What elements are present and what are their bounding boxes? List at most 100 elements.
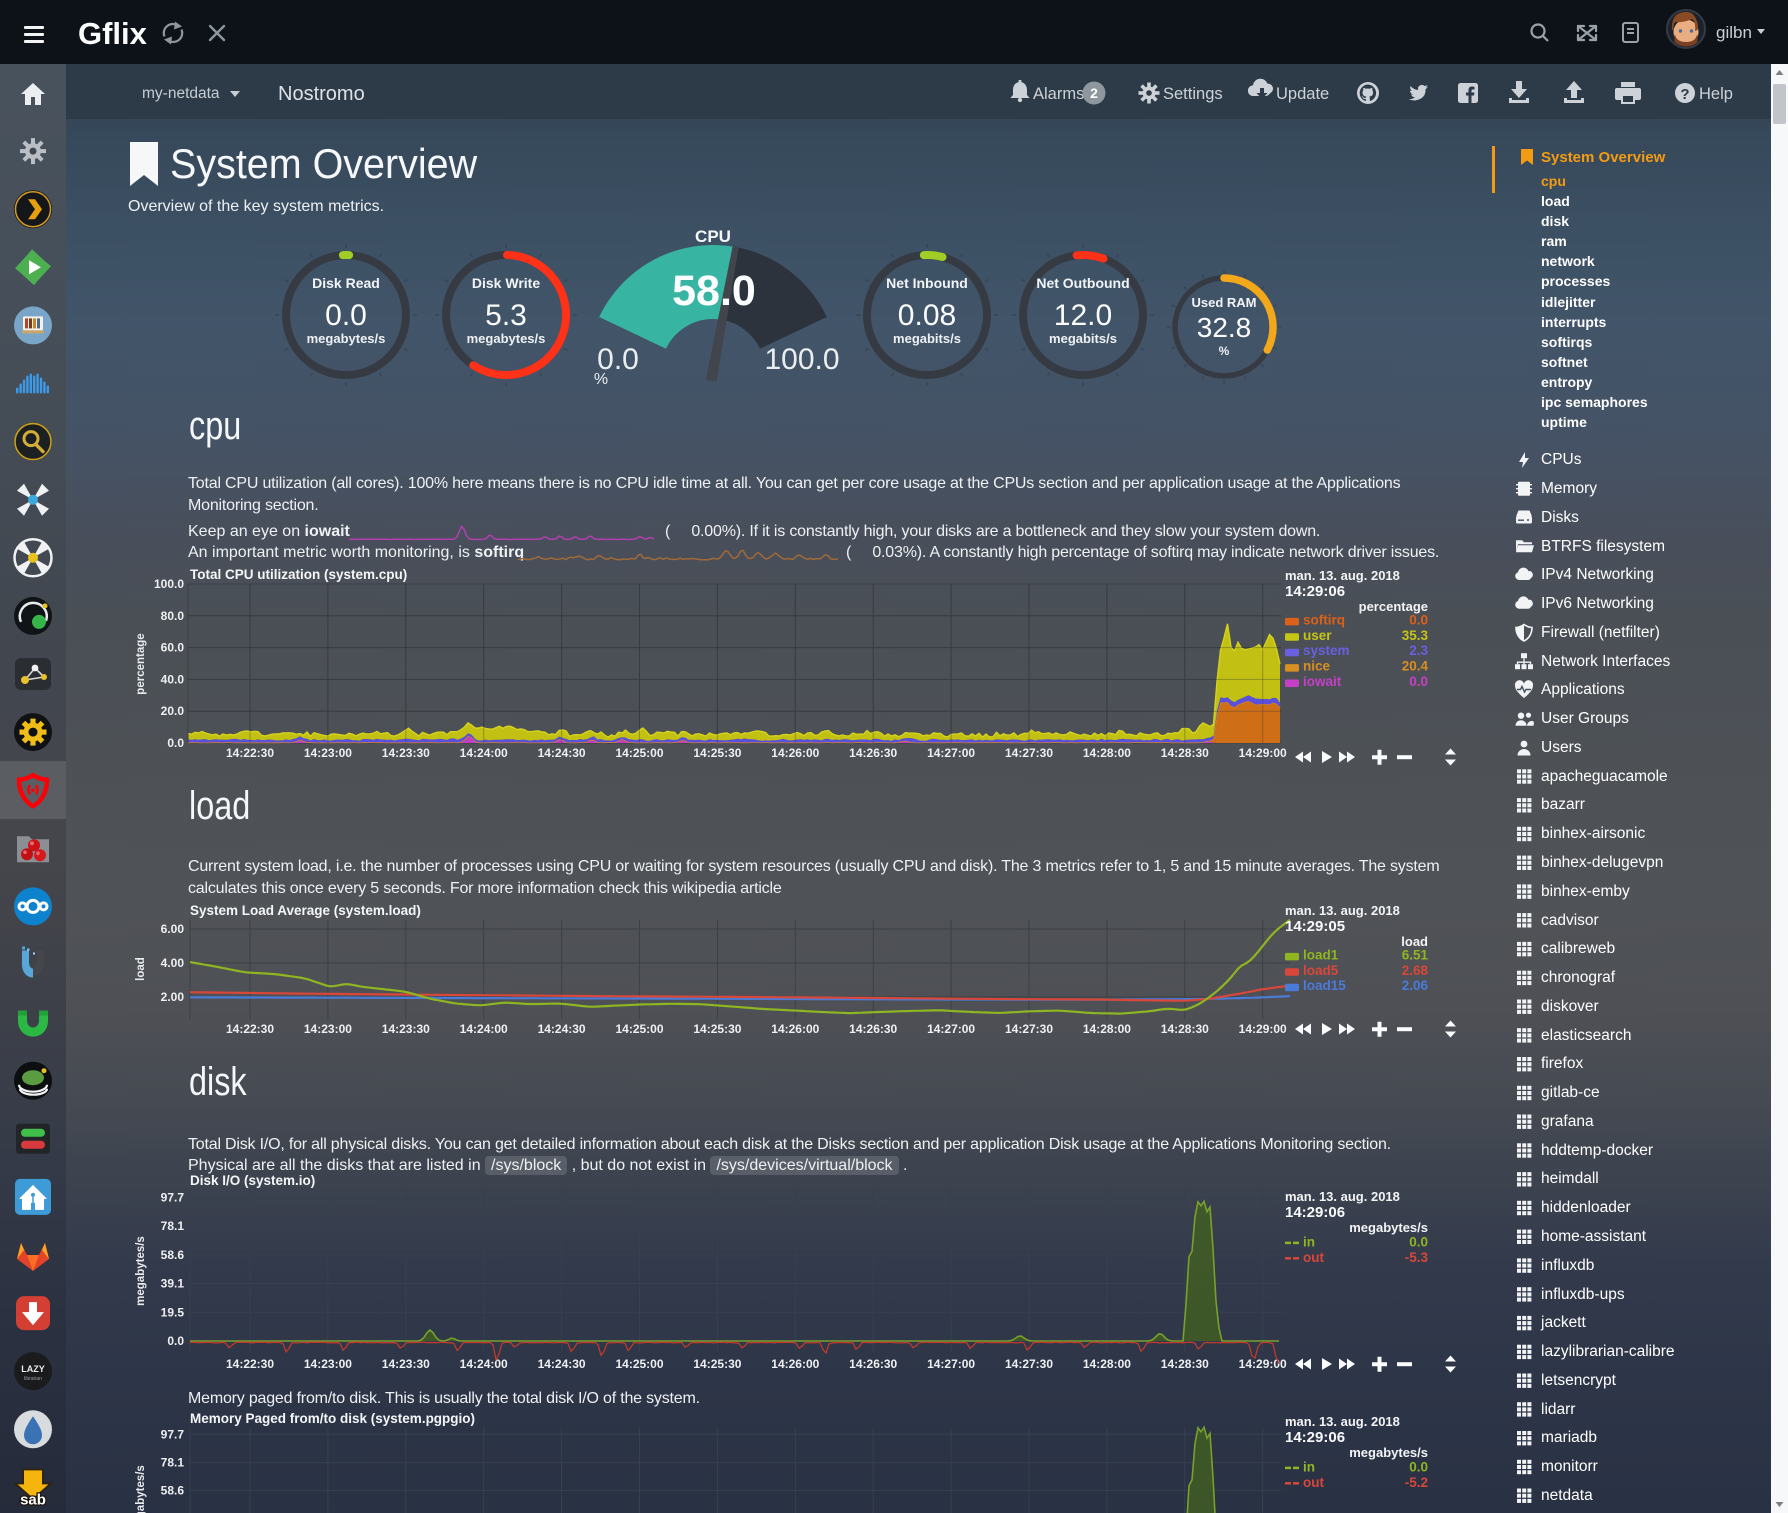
svg-text:14:29:00: 14:29:00 (1239, 1357, 1287, 1371)
svg-text:97.7: 97.7 (161, 1190, 185, 1204)
svg-text:%: % (1219, 344, 1230, 358)
svg-text:14:27:30: 14:27:30 (1005, 1022, 1053, 1036)
svg-text:14:27:00: 14:27:00 (927, 1022, 975, 1036)
svg-text:20.0: 20.0 (161, 704, 185, 718)
svg-text:14:27:00: 14:27:00 (927, 746, 975, 760)
svg-text:35.3: 35.3 (1402, 628, 1429, 643)
svg-text:0.0: 0.0 (167, 1334, 184, 1348)
svg-text:14:24:30: 14:24:30 (538, 1022, 586, 1036)
svg-text:14:29:06: 14:29:06 (1285, 583, 1345, 600)
svg-text:Help: Help (1699, 85, 1733, 103)
svg-text:megabits/s: megabits/s (1049, 331, 1117, 346)
svg-text:58.0: 58.0 (672, 267, 756, 315)
svg-text:0.0: 0.0 (1409, 674, 1428, 689)
svg-text:man. 13. aug. 2018: man. 13. aug. 2018 (1285, 903, 1400, 918)
svg-text:14:26:30: 14:26:30 (849, 1357, 897, 1371)
svg-text:%: % (594, 371, 608, 388)
svg-text:58.6: 58.6 (161, 1483, 185, 1497)
svg-text:Disk Write: Disk Write (472, 275, 540, 291)
svg-text:0.0: 0.0 (167, 736, 184, 750)
svg-text:14:26:00: 14:26:00 (771, 1357, 819, 1371)
svg-text:14:24:30: 14:24:30 (538, 1357, 586, 1371)
svg-text:14:28:00: 14:28:00 (1083, 1357, 1131, 1371)
svg-text:softirq: softirq (1303, 612, 1345, 627)
svg-text:0.0: 0.0 (597, 343, 639, 376)
svg-text:14:29:06: 14:29:06 (1285, 1204, 1345, 1221)
svg-text:megabits/s: megabits/s (893, 331, 961, 346)
svg-text:-5.2: -5.2 (1405, 1475, 1428, 1490)
svg-text:14:22:30: 14:22:30 (226, 746, 274, 760)
svg-text:14:23:00: 14:23:00 (304, 1022, 352, 1036)
svg-text:load15: load15 (1303, 978, 1346, 993)
svg-text:Net Outbound: Net Outbound (1036, 275, 1129, 291)
svg-text:97.7: 97.7 (161, 1427, 185, 1441)
svg-text:19.5: 19.5 (161, 1305, 185, 1319)
svg-text:iowait: iowait (1303, 674, 1342, 689)
svg-text:14:28:00: 14:28:00 (1083, 746, 1131, 760)
svg-text:2: 2 (1090, 85, 1098, 101)
svg-text:megabytes/s: megabytes/s (307, 331, 386, 346)
svg-text:Settings: Settings (1163, 85, 1223, 103)
svg-text:Used RAM: Used RAM (1191, 295, 1256, 310)
svg-text:load: load (135, 957, 147, 981)
svg-text:man. 13. aug. 2018: man. 13. aug. 2018 (1285, 1189, 1400, 1204)
svg-text:14:28:30: 14:28:30 (1161, 1022, 1209, 1036)
svg-text:load5: load5 (1303, 963, 1339, 978)
svg-text:14:26:00: 14:26:00 (771, 746, 819, 760)
svg-text:0.0: 0.0 (1409, 612, 1428, 627)
svg-text:6.51: 6.51 (1402, 947, 1429, 962)
svg-text:Disk Read: Disk Read (312, 275, 380, 291)
svg-text:megabytes/s: megabytes/s (467, 331, 546, 346)
svg-text:sab: sab (20, 1491, 46, 1508)
svg-text:100.0: 100.0 (154, 577, 184, 591)
svg-text:user: user (1303, 628, 1332, 643)
svg-text:14:29:00: 14:29:00 (1239, 746, 1287, 760)
svg-text:14:23:30: 14:23:30 (382, 746, 430, 760)
svg-text:14:24:00: 14:24:00 (460, 1357, 508, 1371)
svg-text:gilbn: gilbn (1716, 23, 1752, 42)
svg-text:LAZY: LAZY (21, 1364, 45, 1374)
svg-text:2.68: 2.68 (1402, 963, 1429, 978)
svg-text:14:29:05: 14:29:05 (1285, 918, 1345, 935)
svg-text:0.0: 0.0 (325, 299, 367, 332)
svg-text:14:24:30: 14:24:30 (538, 746, 586, 760)
svg-text:14:29:06: 14:29:06 (1285, 1429, 1345, 1446)
svg-text:14:27:30: 14:27:30 (1005, 746, 1053, 760)
svg-text:14:28:30: 14:28:30 (1161, 1357, 1209, 1371)
svg-text:Alarms: Alarms (1033, 85, 1084, 103)
svg-text:80.0: 80.0 (161, 609, 185, 623)
svg-text:in: in (1303, 1234, 1315, 1249)
svg-text:0.0: 0.0 (1409, 1234, 1428, 1249)
svg-text:14:25:30: 14:25:30 (693, 746, 741, 760)
svg-text:Disk I/O (system.io): Disk I/O (system.io) (190, 1173, 315, 1188)
svg-text:CPU: CPU (695, 227, 731, 246)
svg-text:100.0: 100.0 (764, 343, 839, 376)
svg-text:14:27:00: 14:27:00 (927, 1357, 975, 1371)
svg-text:2.00: 2.00 (161, 990, 185, 1004)
svg-text:percentage: percentage (1359, 599, 1428, 614)
svg-text:14:25:00: 14:25:00 (615, 746, 663, 760)
svg-text:2.3: 2.3 (1409, 643, 1428, 658)
svg-text:14:23:00: 14:23:00 (304, 1357, 352, 1371)
svg-text:14:23:00: 14:23:00 (304, 746, 352, 760)
svg-text:megabytes/s: megabytes/s (135, 1465, 147, 1513)
svg-text:40.0: 40.0 (161, 672, 185, 686)
svg-text:60.0: 60.0 (161, 641, 185, 655)
svg-text:man. 13. aug. 2018: man. 13. aug. 2018 (1285, 1414, 1400, 1429)
svg-text:14:23:30: 14:23:30 (382, 1357, 430, 1371)
svg-text:5.3: 5.3 (485, 299, 527, 332)
svg-text:14:23:30: 14:23:30 (382, 1022, 430, 1036)
svg-text:14:29:00: 14:29:00 (1239, 1022, 1287, 1036)
svg-text:load1: load1 (1303, 947, 1339, 962)
svg-text:14:25:30: 14:25:30 (693, 1022, 741, 1036)
svg-text:78.1: 78.1 (161, 1455, 185, 1469)
svg-text:-5.3: -5.3 (1405, 1250, 1429, 1265)
svg-text:14:22:30: 14:22:30 (226, 1357, 274, 1371)
svg-text:14:28:00: 14:28:00 (1083, 1022, 1131, 1036)
svg-text:megabytes/s: megabytes/s (1349, 1445, 1428, 1460)
svg-text:librarian: librarian (24, 1376, 42, 1382)
svg-text:0.08: 0.08 (898, 299, 956, 332)
svg-text:20.4: 20.4 (1402, 659, 1429, 674)
svg-text:out: out (1303, 1250, 1324, 1265)
svg-text:in: in (1303, 1459, 1315, 1474)
